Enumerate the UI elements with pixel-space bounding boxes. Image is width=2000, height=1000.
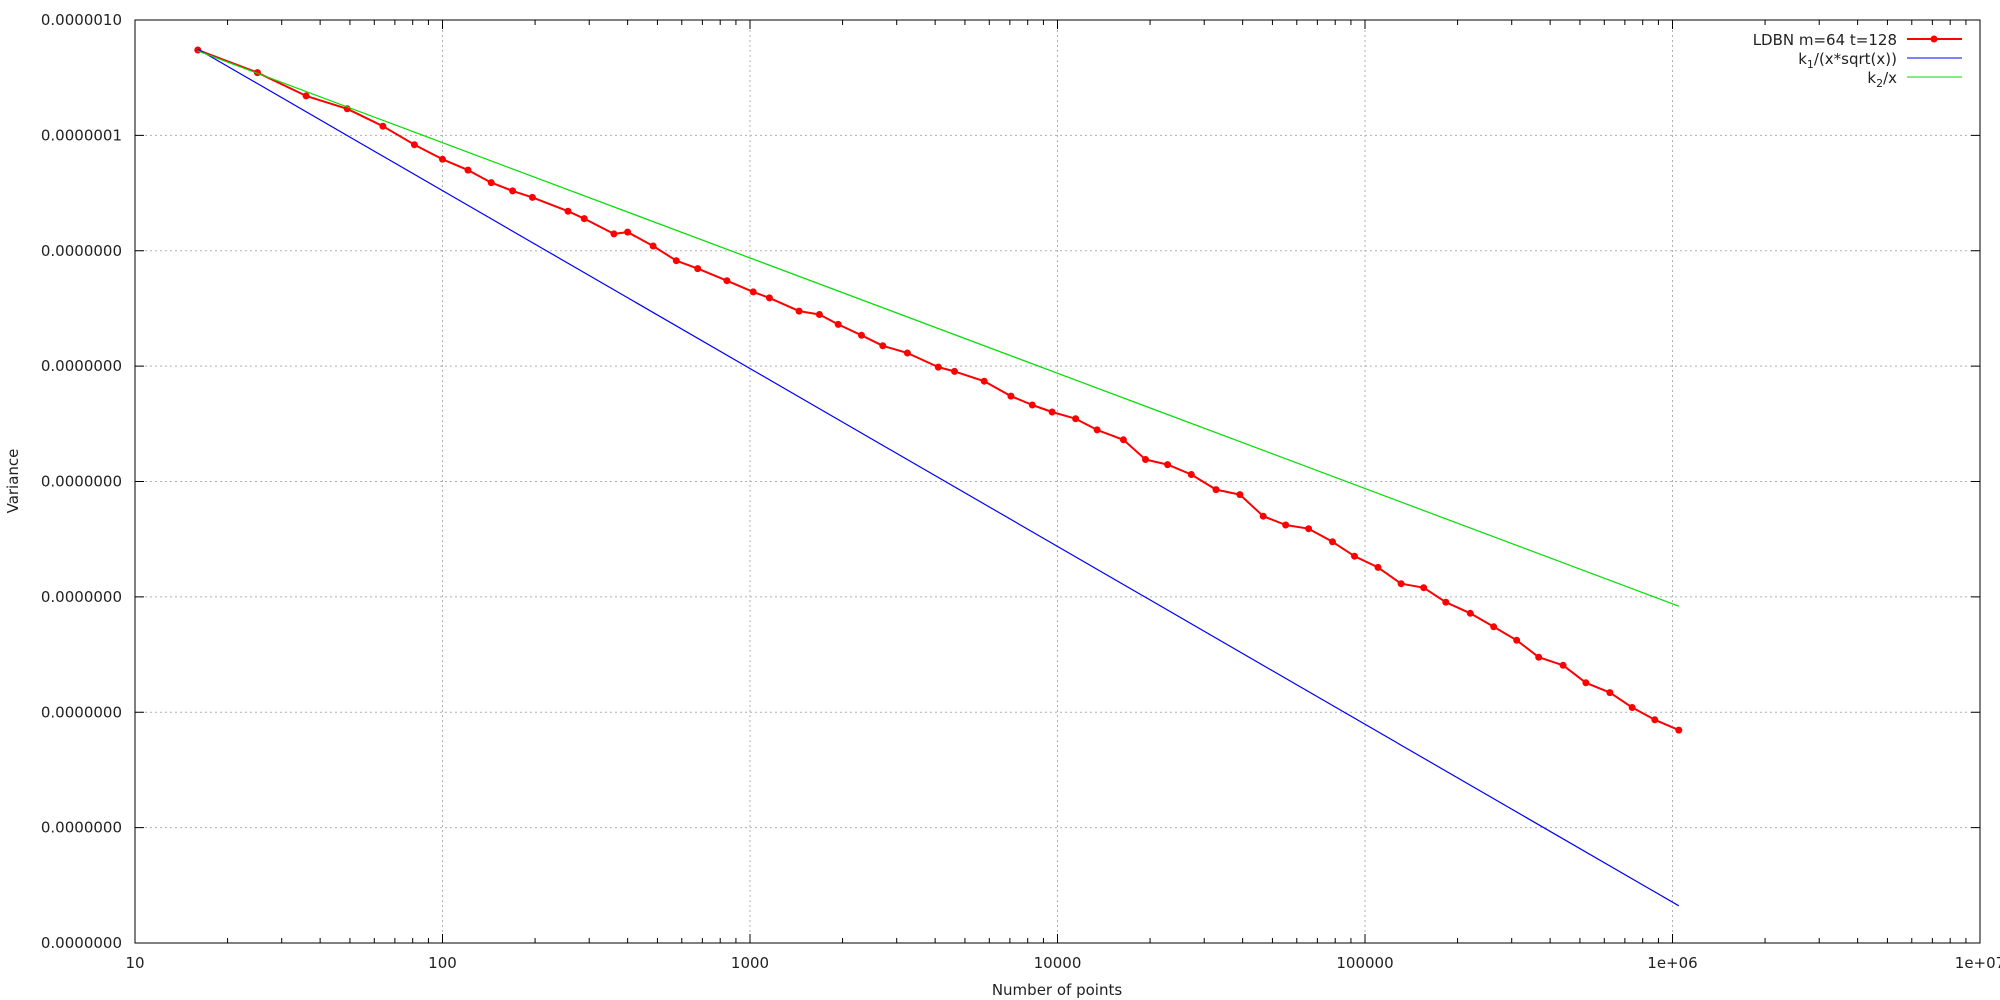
data-point (1466, 609, 1474, 617)
data-point (749, 288, 757, 296)
data-point (694, 265, 702, 273)
data-point (1072, 415, 1080, 423)
series (194, 46, 1683, 907)
data-point (1351, 552, 1358, 560)
x-tick-label: 10 (125, 954, 144, 972)
data-point (1329, 538, 1336, 546)
data-point (1559, 661, 1567, 669)
data-point (1259, 512, 1267, 520)
data-point (980, 377, 988, 385)
data-point (834, 320, 842, 328)
data-point (672, 257, 680, 265)
data-point (302, 92, 310, 100)
y-tick-label: 0.0000000 (41, 588, 122, 606)
x-tick-label: 10000 (1034, 954, 1082, 972)
y-tick-label: 0.0000000 (41, 242, 122, 260)
data-point (624, 228, 632, 236)
data-point (1513, 636, 1521, 644)
x-tick-label: 1e+06 (1647, 954, 1697, 972)
data-point (580, 215, 588, 223)
series-line-1 (197, 48, 1680, 907)
data-point (439, 155, 446, 163)
data-point (528, 193, 536, 201)
data-point (1374, 563, 1382, 571)
legend-label-ldbn: LDBN m=64 t=128 (1753, 31, 1897, 49)
data-point (1420, 584, 1428, 592)
data-point (1628, 704, 1636, 711)
data-point (795, 307, 803, 315)
series-line-2 (197, 50, 1680, 607)
data-point (649, 242, 657, 250)
data-point (765, 294, 773, 302)
y-tick-label: 0.0000000 (41, 819, 122, 837)
data-point (1397, 580, 1405, 588)
ticks (134, 19, 1981, 944)
y-tick-labels: 0.0000010 0.0000001 0.0000000 0.0000000 0.00… (41, 11, 122, 952)
data-point (1236, 491, 1244, 499)
data-point (1048, 408, 1056, 416)
data-point (1187, 471, 1195, 478)
y-tick-label: 0.0000010 (41, 11, 122, 29)
data-point (1212, 486, 1220, 494)
legend: LDBN m=64 t=128 k1/(x*sqrt(x)) k2/x (1753, 31, 1962, 90)
legend-label-k2: k2/x (1867, 69, 1897, 90)
y-tick-label: 0.0000000 (41, 357, 122, 375)
data-point (1282, 521, 1290, 529)
data-point (1007, 392, 1015, 400)
data-point (1119, 436, 1127, 444)
data-point (1142, 456, 1149, 463)
data-point (879, 342, 887, 350)
data-point (815, 311, 823, 318)
grid (135, 20, 1980, 943)
data-point (858, 331, 865, 339)
data-point (951, 367, 958, 375)
y-axis-title: Variance (4, 449, 22, 514)
y-tick-label: 0.0000000 (41, 703, 122, 721)
data-point (487, 179, 495, 187)
data-point (1305, 525, 1313, 533)
data-point (1675, 726, 1683, 734)
data-point (1164, 461, 1172, 469)
x-tick-label: 1000 (731, 954, 769, 972)
data-point (1442, 598, 1450, 606)
y-tick-label: 0.0000000 (41, 934, 122, 952)
data-point (723, 277, 731, 285)
series-line-0 (197, 49, 1680, 732)
data-point (1028, 401, 1036, 409)
x-tick-label: 100 (428, 954, 457, 972)
legend-label-k1: k1/(x*sqrt(x)) (1798, 50, 1897, 71)
data-point (509, 187, 517, 195)
x-tick-label: 1e+07 (1955, 954, 2000, 972)
data-point (1535, 653, 1543, 661)
data-point (1582, 679, 1590, 687)
data-point (1093, 426, 1101, 434)
x-tick-labels: 10 100 1000 10000 100000 1e+06 1e+07 (125, 954, 2000, 972)
data-point (1606, 689, 1614, 697)
data-point (1490, 623, 1498, 631)
data-point (610, 230, 618, 238)
data-point (934, 363, 942, 371)
data-point (410, 141, 418, 149)
data-point (564, 207, 572, 215)
y-tick-label: 0.0000000 (41, 473, 122, 491)
x-axis-title: Number of points (992, 981, 1123, 999)
data-point (464, 166, 472, 174)
y-tick-label: 0.0000001 (41, 126, 122, 144)
data-point (379, 122, 387, 130)
data-point (1651, 716, 1659, 724)
x-tick-label: 100000 (1336, 954, 1393, 972)
data-point (903, 349, 911, 357)
legend-marker-ldbn (1930, 35, 1938, 43)
